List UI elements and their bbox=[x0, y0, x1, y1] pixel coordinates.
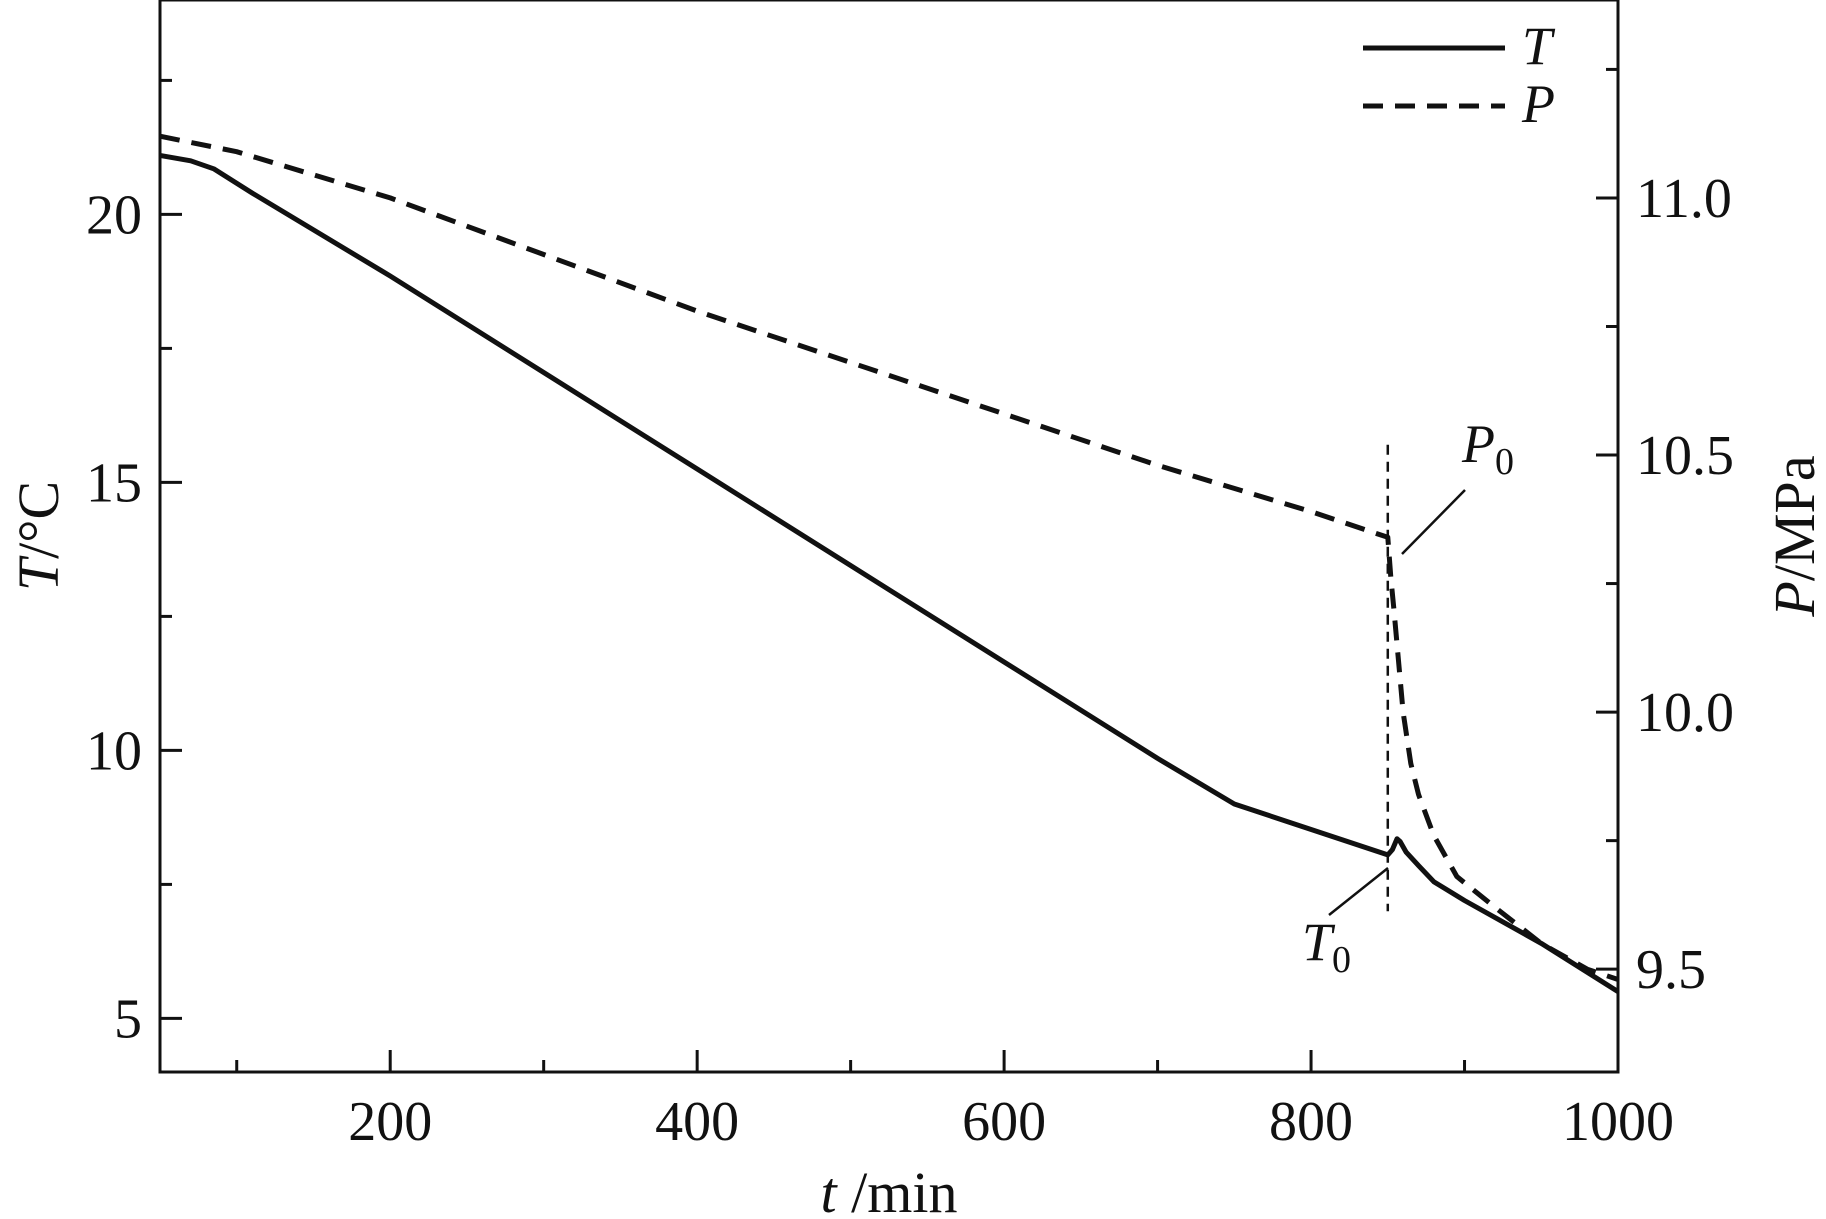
y-left-tick-label: 10 bbox=[86, 720, 142, 782]
y-right-tick-label: 11.0 bbox=[1636, 168, 1732, 230]
x-tick-label: 1000 bbox=[1562, 1091, 1674, 1153]
annotation-p0-main: P bbox=[1461, 414, 1495, 474]
legend-label-p: P bbox=[1521, 74, 1555, 134]
y-left-tick-label: 5 bbox=[114, 988, 142, 1050]
x-axis-title: t /min bbox=[821, 1160, 958, 1219]
y-right-tick-label: 9.5 bbox=[1636, 939, 1706, 1001]
y-right-axis-title: P/MPa bbox=[1762, 455, 1826, 617]
y-right-tick-label: 10.0 bbox=[1636, 682, 1734, 744]
plot-frame bbox=[158, 0, 1620, 1074]
annotation-p0-leader bbox=[1401, 489, 1466, 555]
annotation-t0-leader bbox=[1328, 867, 1389, 916]
x-tick-label: 800 bbox=[1269, 1091, 1353, 1153]
legend-label-t: T bbox=[1522, 16, 1556, 76]
y-left-axis-title-var: T bbox=[6, 555, 71, 591]
annotation-p0: P0 bbox=[1401, 414, 1514, 555]
annotation-t0-label: T0 bbox=[1302, 912, 1351, 981]
y-right-axis-title-var: P bbox=[1762, 581, 1826, 617]
y-right-tick-label: 10.5 bbox=[1636, 425, 1734, 487]
x-axis-title-var: t bbox=[821, 1160, 839, 1219]
legend: T P bbox=[1363, 16, 1556, 134]
annotation-p0-label: P0 bbox=[1461, 414, 1514, 483]
y-left-axis-title: T/°C bbox=[6, 481, 71, 591]
series-line-t bbox=[159, 152, 1620, 994]
y-left-tick-label: 15 bbox=[86, 452, 142, 514]
x-axis-title-unit: /min bbox=[837, 1160, 958, 1219]
ticks-layer: 200 400 600 800 1000 5 10 15 20 9.5 10.0 10.5 11.0 bbox=[86, 67, 1734, 1153]
lines-layer bbox=[159, 133, 1620, 994]
annotation-t0-main: T bbox=[1302, 912, 1336, 972]
x-tick-label: 200 bbox=[348, 1091, 432, 1153]
annotation-t0: T0 bbox=[1302, 867, 1389, 981]
y-left-axis-title-unit: /°C bbox=[6, 481, 71, 559]
annotation-t0-sub: 0 bbox=[1332, 939, 1351, 981]
annotation-p0-sub: 0 bbox=[1495, 441, 1514, 483]
series-line-p bbox=[159, 133, 1619, 982]
x-tick-label: 400 bbox=[655, 1091, 739, 1153]
x-tick-label: 600 bbox=[962, 1091, 1046, 1153]
y-left-tick-label: 20 bbox=[86, 184, 142, 246]
y-right-axis-title-unit: /MPa bbox=[1762, 455, 1826, 581]
